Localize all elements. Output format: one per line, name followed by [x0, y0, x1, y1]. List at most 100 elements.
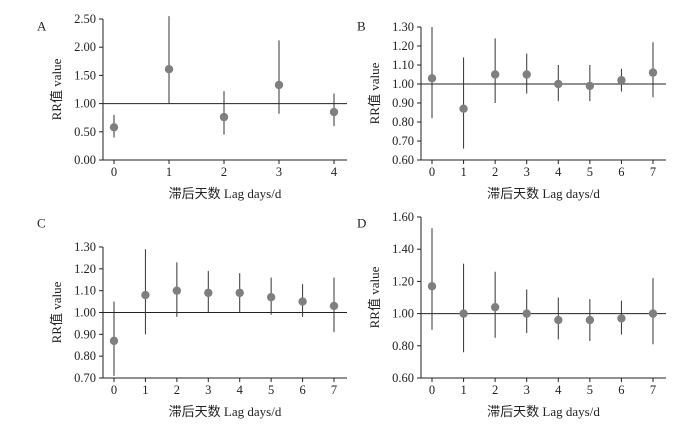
- y-tick-label: 2.00: [74, 40, 96, 54]
- x-axis-title: 滞后天数 Lag days/d: [487, 404, 600, 419]
- panel-c: C 0.70 0.80 0.90 1.00 1.10 1.20 1.30 0 1 2 3 4 5 6 7 滞后天…: [37, 216, 347, 419]
- data-point: [164, 64, 174, 74]
- y-tick-label: 1.00: [74, 306, 96, 320]
- x-tick-label: 2: [221, 165, 227, 179]
- x-tick-label: 0: [111, 383, 117, 397]
- x-tick-label: 0: [111, 165, 117, 179]
- data-point: [585, 315, 595, 325]
- y-axis-title: RR值 value: [367, 62, 382, 124]
- x-tick-label: 2: [492, 165, 498, 179]
- x-tick-label: 6: [618, 383, 624, 397]
- data-point: [522, 309, 531, 318]
- y-tick-label: 0.80: [74, 349, 96, 363]
- data-point: [648, 309, 658, 318]
- y-tick-label: 1.60: [392, 210, 414, 224]
- data-point: [427, 282, 437, 291]
- x-tick-label: 7: [650, 165, 656, 179]
- x-tick-label: 6: [299, 383, 305, 397]
- data-point: [109, 336, 119, 346]
- x-tick-label: 4: [237, 383, 244, 397]
- y-tick-label: 1.50: [74, 68, 96, 82]
- data-point: [648, 68, 658, 77]
- data-point: [585, 81, 595, 91]
- data-point: [554, 79, 563, 89]
- x-tick-label: 5: [587, 383, 593, 397]
- y-tick-label: 0.00: [74, 153, 96, 167]
- y-tick-label: 1.00: [74, 97, 96, 111]
- x-tick-label: 3: [524, 165, 530, 179]
- panel-label: B: [357, 19, 366, 34]
- data-point: [490, 302, 500, 312]
- x-tick-label: 3: [276, 165, 282, 179]
- y-tick-label: 1.10: [392, 58, 414, 72]
- y-tick-label: 1.00: [392, 307, 414, 321]
- data-point: [554, 315, 563, 325]
- panel-b: B 0.60 0.70 0.80 0.90 1.00 1.10 1.20 1.30 0 1 2 3 4 5 6…: [357, 19, 666, 201]
- x-axis-title: 滞后天数 Lag days/d: [169, 404, 282, 419]
- data-point: [459, 309, 468, 318]
- data-point: [427, 74, 437, 83]
- data-point: [459, 104, 468, 113]
- x-tick-label: 3: [524, 383, 530, 397]
- data-point: [298, 297, 307, 306]
- y-axis-title: RR值 value: [49, 281, 64, 343]
- y-tick-label: 1.10: [74, 284, 96, 298]
- y-tick-label: 0.60: [392, 371, 414, 385]
- x-tick-label: 7: [650, 383, 656, 397]
- y-axis-title: RR值 value: [49, 58, 64, 120]
- panel-label: C: [37, 216, 46, 231]
- y-axis-title: RR值 value: [367, 266, 382, 328]
- x-tick-label: 1: [460, 165, 466, 179]
- data-point: [172, 286, 182, 295]
- x-tick-label: 1: [166, 165, 172, 179]
- y-tick-label: 1.20: [392, 274, 414, 288]
- panel-a: A 0.00 0.50 1.00 1.50 2.00 2.50 0 1 2 3 4 滞后天数 Lag d…: [37, 12, 347, 201]
- data-point: [329, 107, 339, 117]
- x-tick-label: 0: [429, 383, 435, 397]
- x-tick-label: 5: [587, 165, 593, 179]
- x-tick-label: 1: [142, 383, 148, 397]
- panel-d: D 0.60 0.80 1.00 1.20 1.40 1.60 0 1 2 3 4 5 6 7 滞后天数 La…: [357, 210, 666, 419]
- x-axis-title: 滞后天数 Lag days/d: [169, 186, 282, 201]
- y-tick-label: 0.90: [74, 327, 96, 341]
- data-point: [109, 123, 119, 132]
- panel-label: D: [357, 216, 366, 231]
- data-point: [274, 80, 284, 90]
- data-point: [204, 288, 213, 298]
- x-tick-label: 7: [331, 383, 337, 397]
- y-tick-label: 0.60: [392, 153, 414, 167]
- x-tick-label: 5: [268, 383, 274, 397]
- y-tick-label: 1.00: [392, 77, 414, 91]
- data-point: [141, 290, 150, 300]
- x-tick-label: 4: [555, 165, 562, 179]
- x-tick-label: 4: [331, 165, 338, 179]
- x-tick-label: 2: [174, 383, 180, 397]
- x-axis-title: 滞后天数 Lag days/d: [487, 186, 600, 201]
- y-tick-label: 1.30: [74, 240, 96, 254]
- data-point: [235, 288, 244, 298]
- y-tick-label: 1.40: [392, 242, 414, 256]
- data-point: [617, 314, 626, 323]
- data-point: [617, 76, 626, 85]
- y-tick-label: 0.70: [392, 134, 414, 148]
- y-tick-label: 1.30: [392, 20, 414, 34]
- data-point: [490, 70, 500, 79]
- y-tick-label: 0.90: [392, 96, 414, 110]
- x-tick-label: 2: [492, 383, 498, 397]
- y-tick-label: 2.50: [74, 12, 96, 26]
- data-point: [329, 301, 339, 311]
- y-tick-label: 0.50: [74, 125, 96, 139]
- x-tick-label: 0: [429, 165, 435, 179]
- y-tick-label: 0.70: [74, 371, 96, 385]
- y-tick-label: 0.80: [392, 115, 414, 129]
- x-tick-label: 1: [460, 383, 466, 397]
- x-tick-label: 6: [618, 165, 624, 179]
- y-tick-label: 1.20: [74, 262, 96, 276]
- y-tick-label: 1.20: [392, 39, 414, 53]
- data-point: [522, 70, 531, 79]
- y-tick-label: 0.80: [392, 339, 414, 353]
- x-tick-label: 3: [205, 383, 211, 397]
- data-point: [266, 293, 276, 302]
- data-point: [219, 112, 229, 122]
